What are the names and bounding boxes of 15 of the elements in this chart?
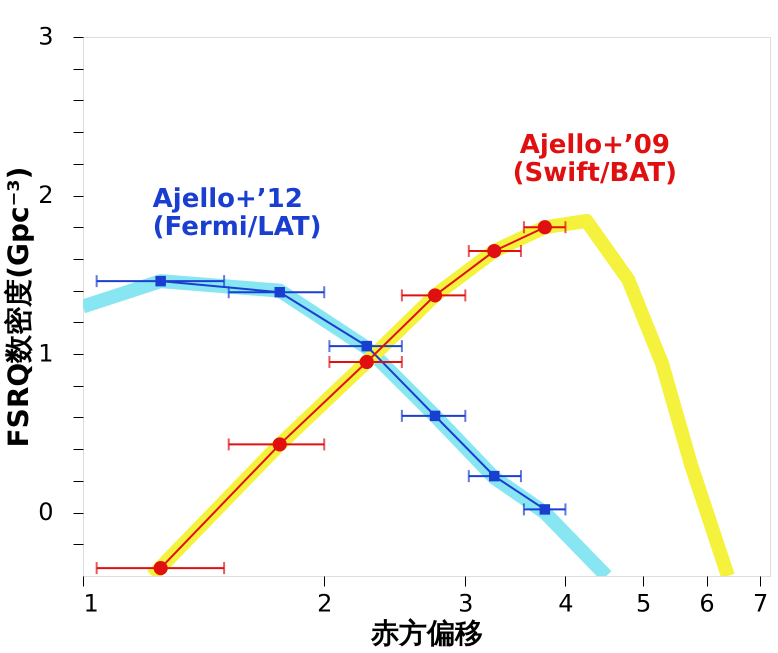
x-tick-label: 2 [317, 590, 332, 618]
x-tick-label: 3 [458, 590, 474, 618]
y-tick-label: 2 [38, 181, 54, 210]
series-label: Ajello+’09 (Swift/BAT) [512, 130, 677, 188]
x-tick-label: 5 [636, 590, 652, 618]
y-tick-label: 3 [38, 22, 54, 50]
x-tick-label: 1 [84, 590, 99, 618]
y-axis-title: FSRQ数密度(Gpc⁻³) [2, 166, 36, 448]
x-tick-label: 7 [753, 590, 768, 618]
series-label: Ajello+’12 (Fermi/LAT) [152, 184, 322, 242]
x-tick-label: 4 [558, 590, 574, 618]
y-tick-label: 1 [38, 340, 54, 368]
y-tick-label: 0 [38, 498, 54, 526]
x-tick-label: 6 [699, 590, 715, 618]
x-axis-title: 赤方偏移 [370, 616, 483, 650]
